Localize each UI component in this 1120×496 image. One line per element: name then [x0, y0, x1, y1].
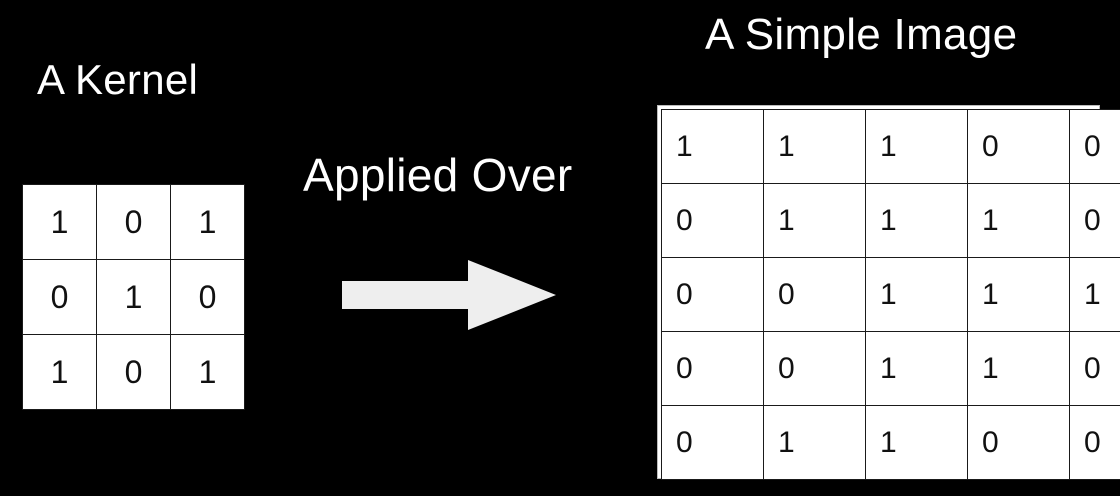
image-cell: 1: [865, 183, 968, 258]
kernel-cell: 0: [170, 259, 245, 335]
image-row: 1 1 1 0 0: [661, 109, 1120, 184]
kernel-row: 0 1 0: [22, 259, 245, 335]
kernel-matrix: 1 0 1 0 1 0 1 0 1: [22, 184, 245, 410]
image-cell: 1: [661, 109, 764, 184]
image-cell: 0: [661, 183, 764, 258]
image-cell: 0: [1069, 405, 1120, 480]
kernel-cell: 0: [96, 334, 171, 410]
image-row: 0 1 1 1 0: [661, 183, 1120, 258]
image-cell: 0: [661, 405, 764, 480]
image-cell: 0: [1069, 331, 1120, 406]
kernel-cell: 0: [22, 259, 97, 335]
image-row: 0 0 1 1 1: [661, 257, 1120, 332]
image-matrix-frame: 1 1 1 0 0 0 1 1 1 0 0 0 1 1 1 0 0 1 1 0: [657, 105, 1120, 480]
image-title: A Simple Image: [705, 10, 1018, 59]
kernel-title: A Kernel: [37, 56, 199, 103]
image-cell: 1: [763, 405, 866, 480]
image-row: 0 1 1 0 0: [661, 405, 1120, 480]
kernel-cell: 1: [22, 184, 97, 260]
image-cell: 0: [661, 257, 764, 332]
kernel-cell: 1: [22, 334, 97, 410]
kernel-row: 1 0 1: [22, 184, 245, 260]
kernel-cell: 0: [96, 184, 171, 260]
image-matrix: 1 1 1 0 0 0 1 1 1 0 0 0 1 1 1 0 0 1 1 0: [661, 109, 1120, 480]
image-cell: 0: [1069, 183, 1120, 258]
image-cell: 1: [865, 109, 968, 184]
image-cell: 1: [967, 331, 1070, 406]
image-row: 0 0 1 1 0: [661, 331, 1120, 406]
image-cell: 1: [865, 331, 968, 406]
image-cell: 1: [967, 183, 1070, 258]
image-cell: 1: [967, 257, 1070, 332]
applied-over-label: Applied Over: [303, 149, 573, 201]
image-cell: 0: [763, 331, 866, 406]
kernel-row: 1 0 1: [22, 334, 245, 410]
kernel-cell: 1: [96, 259, 171, 335]
image-cell: 1: [1069, 257, 1120, 332]
image-cell: 0: [1069, 109, 1120, 184]
image-cell: 0: [661, 331, 764, 406]
kernel-cell: 1: [170, 184, 245, 260]
kernel-cell: 1: [170, 334, 245, 410]
image-cell: 0: [763, 257, 866, 332]
image-cell: 0: [967, 405, 1070, 480]
image-cell: 1: [865, 405, 968, 480]
right-arrow-icon: [342, 260, 556, 330]
image-cell: 1: [763, 109, 866, 184]
image-cell: 1: [865, 257, 968, 332]
image-cell: 0: [967, 109, 1070, 184]
arrow-shape: [342, 260, 556, 330]
image-cell: 1: [763, 183, 866, 258]
